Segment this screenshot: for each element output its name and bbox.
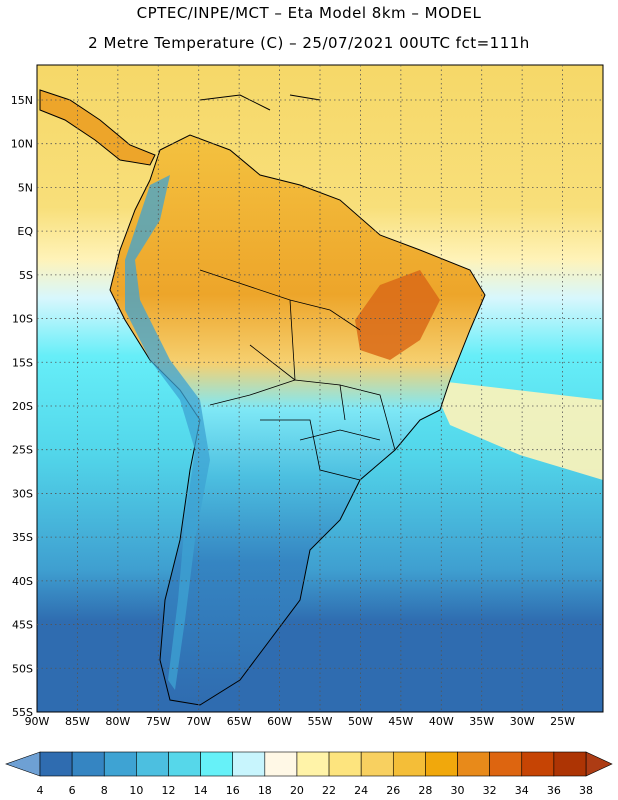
colorbar-tick-label: 12 [161, 784, 175, 797]
temperature-map: 15N 10N 5N EQ 5S 10S 15S 20S 25S 30S 35S 40S 45S 50S 5… [11, 64, 604, 728]
colorbar-swatch [360, 751, 394, 777]
colorbar-tick-label: 4 [37, 784, 44, 797]
lon-label: 25W [550, 715, 575, 728]
colorbar-swatch [264, 751, 298, 777]
colorbar-tick-label: 26 [386, 784, 400, 797]
andes-cold-ridge [125, 175, 210, 690]
colorbar-tick-label: 20 [290, 784, 304, 797]
colorbar-swatch [168, 751, 201, 777]
colorbar-swatch [103, 751, 137, 777]
colorbar-tick-label: 14 [194, 784, 208, 797]
lat-label: 5N [18, 181, 33, 194]
lon-label: 85W [65, 715, 90, 728]
colorbar-swatch [232, 751, 266, 777]
colorbar-tick-label: 18 [258, 784, 272, 797]
lat-label: 5S [19, 269, 33, 282]
lat-label: 15N [11, 94, 33, 107]
lon-label: 40W [429, 715, 454, 728]
colorbar-swatch [296, 751, 330, 777]
colorbar-swatch [457, 751, 490, 777]
lon-label: 75W [146, 715, 171, 728]
colorbar-swatch [136, 751, 169, 777]
colorbar: 4 6 8 10 12 14 16 18 20 22 24 26 28 30 32 34 36 38 [5, 751, 613, 797]
lon-label: 60W [267, 715, 292, 728]
map-title-line-2: 2 Metre Temperature (C) – 25/07/2021 00U… [88, 34, 530, 52]
colorbar-swatches [5, 751, 613, 777]
colorbar-tick-label: 36 [547, 784, 561, 797]
colorbar-tick-label: 24 [354, 784, 368, 797]
colorbar-tick-label: 28 [418, 784, 432, 797]
colorbar-tick-label: 8 [101, 784, 108, 797]
lat-label: 25S [12, 444, 33, 457]
lon-label: 70W [186, 715, 211, 728]
colorbar-tick-label: 38 [579, 784, 593, 797]
longitude-labels: 90W 85W 80W 75W 70W 65W 60W 55W 50W 45W 40W 35W 30W 2… [25, 715, 576, 728]
caribbean-coastlines [199, 94, 321, 111]
lon-label: 90W [25, 715, 50, 728]
colorbar-tick-label: 34 [515, 784, 529, 797]
colorbar-swatch [328, 751, 362, 777]
lon-label: 45W [388, 715, 413, 728]
colorbar-swatch [200, 751, 234, 777]
lat-label: 50S [12, 662, 33, 675]
colorbar-tick-label: 30 [451, 784, 465, 797]
colorbar-swatch [39, 751, 73, 777]
lat-label: 10N [11, 138, 33, 151]
lon-label: 50W [348, 715, 373, 728]
lon-label: 65W [227, 715, 252, 728]
colorbar-tick-label: 22 [322, 784, 336, 797]
lon-label: 55W [308, 715, 333, 728]
colorbar-labels: 4 6 8 10 12 14 16 18 20 22 24 26 28 30 32 34 36 38 [37, 784, 594, 797]
lat-label: 30S [12, 487, 33, 500]
lat-label: 20S [12, 400, 33, 413]
lat-label: 55S [12, 706, 33, 719]
lat-label: 40S [12, 575, 33, 588]
colorbar-swatch [553, 751, 587, 777]
lon-label: 35W [469, 715, 494, 728]
colorbar-swatch [489, 751, 523, 777]
lat-label: 35S [12, 531, 33, 544]
colorbar-under-arrow [5, 751, 41, 777]
colorbar-tick-label: 32 [483, 784, 497, 797]
colorbar-swatch [425, 751, 458, 777]
colorbar-tick-label: 10 [129, 784, 143, 797]
lon-label: 80W [105, 715, 130, 728]
latitude-labels: 15N 10N 5N EQ 5S 10S 15S 20S 25S 30S 35S 40S 45S 50S 5… [11, 94, 34, 719]
lon-label: 30W [510, 715, 535, 728]
colorbar-tick-label: 6 [69, 784, 76, 797]
colorbar-swatch [71, 751, 105, 777]
lat-label: 45S [12, 619, 33, 632]
lat-label: 10S [12, 313, 33, 326]
colorbar-swatch [521, 751, 555, 777]
colorbar-tick-label: 16 [226, 784, 240, 797]
lat-label: EQ [17, 225, 33, 238]
colorbar-swatch [392, 751, 426, 777]
map-title-line-1: CPTEC/INPE/MCT – Eta Model 8km – MODEL [136, 4, 482, 22]
colorbar-over-arrow [585, 751, 613, 777]
lat-label: 15S [12, 356, 33, 369]
central-america-land [39, 89, 156, 166]
hot-spot-region [355, 270, 440, 360]
